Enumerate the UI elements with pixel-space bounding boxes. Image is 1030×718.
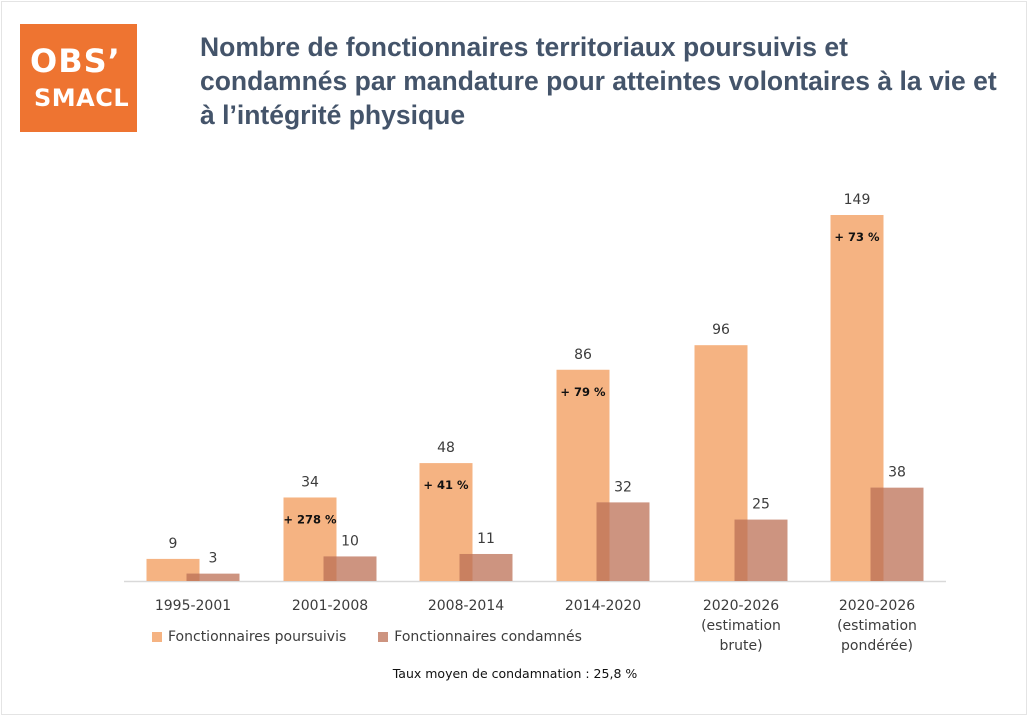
- category-label: 2008-2014: [428, 598, 504, 614]
- value-label-condamnes: 11: [477, 531, 495, 547]
- category-label: (estimation: [837, 618, 917, 634]
- value-label-condamnes: 32: [614, 479, 632, 495]
- logo-line-obs: OBS’: [30, 42, 121, 80]
- growth-annotation: + 73 %: [834, 230, 880, 244]
- growth-annotation: + 79 %: [560, 385, 606, 399]
- bar-overlap: [734, 519, 748, 581]
- bar-overlap: [459, 553, 473, 581]
- legend-label-poursuivis: Fonctionnaires poursuivis: [168, 629, 347, 645]
- category-label: 2020-2026: [703, 598, 779, 614]
- chart-title: Nombre de fonctionnaires territoriaux po…: [200, 32, 997, 130]
- legend-item-poursuivis: Fonctionnaires poursuivis: [152, 629, 346, 645]
- category-label: 2001-2008: [292, 598, 368, 614]
- growth-annotation: + 278 %: [283, 512, 337, 526]
- value-label-poursuivis: 149: [844, 192, 871, 208]
- legend-label-condamnes: Fonctionnaires condamnés: [394, 629, 582, 645]
- category-label: 2020-2026: [839, 598, 915, 614]
- value-label-poursuivis: 96: [712, 322, 730, 338]
- bar-condamnes: [186, 573, 240, 581]
- category-label: 1995-2001: [155, 598, 231, 614]
- bar-overlap: [323, 556, 337, 581]
- value-label-poursuivis: 86: [574, 347, 592, 363]
- legend-item-condamnes: Fonctionnaires condamnés: [378, 629, 582, 645]
- chart-legend: Fonctionnaires poursuivis Fonctionnaires…: [152, 627, 614, 647]
- bar-overlap: [596, 502, 610, 581]
- value-label-condamnes: 38: [888, 465, 906, 481]
- value-label-condamnes: 25: [752, 497, 770, 513]
- category-label: (estimation: [701, 618, 781, 634]
- category-label: brute): [719, 638, 762, 654]
- legend-swatch-condamnes: [378, 632, 389, 642]
- bar-overlap: [186, 573, 200, 581]
- value-label-poursuivis: 34: [301, 474, 319, 490]
- value-label-condamnes: 3: [209, 551, 218, 567]
- category-label: 2014-2020: [565, 598, 641, 614]
- footnote-conviction-rate: Taux moyen de condamnation : 25,8 %: [392, 666, 638, 681]
- growth-annotation: + 41 %: [423, 478, 469, 492]
- bar-poursuivis: [146, 558, 200, 581]
- bar-overlap: [870, 487, 884, 581]
- logo-line-smacl: SMACL: [34, 84, 130, 112]
- value-label-condamnes: 10: [341, 533, 359, 549]
- category-label: pondérée): [841, 638, 913, 654]
- obs-smacl-logo: OBS’ SMACL: [20, 24, 137, 132]
- value-label-poursuivis: 9: [169, 536, 178, 552]
- legend-swatch-poursuivis: [152, 632, 162, 642]
- value-label-poursuivis: 48: [437, 440, 455, 456]
